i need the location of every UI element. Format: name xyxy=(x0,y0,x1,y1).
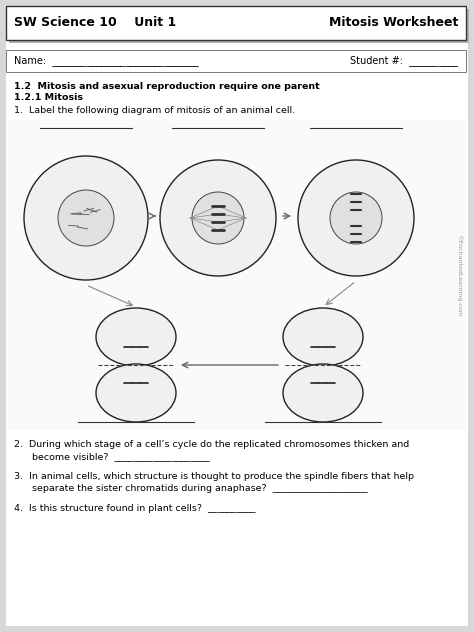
Ellipse shape xyxy=(58,190,114,246)
FancyBboxPatch shape xyxy=(9,9,469,43)
FancyBboxPatch shape xyxy=(6,6,466,40)
Ellipse shape xyxy=(96,308,176,366)
Text: 1.  Label the following diagram of mitosis of an animal cell.: 1. Label the following diagram of mitosi… xyxy=(14,106,295,115)
FancyBboxPatch shape xyxy=(6,6,468,626)
Text: Name:  ______________________________: Name: ______________________________ xyxy=(14,56,199,66)
FancyBboxPatch shape xyxy=(6,50,466,72)
Ellipse shape xyxy=(24,156,148,280)
Text: 2.  During which stage of a cell’s cycle do the replicated chromosomes thicken a: 2. During which stage of a cell’s cycle … xyxy=(14,440,409,449)
Ellipse shape xyxy=(298,160,414,276)
Ellipse shape xyxy=(283,364,363,422)
Text: separate the sister chromatids during anaphase?  ____________________: separate the sister chromatids during an… xyxy=(14,484,368,493)
Text: SW Science 10    Unit 1: SW Science 10 Unit 1 xyxy=(14,16,176,30)
Ellipse shape xyxy=(96,364,176,422)
Text: 4.  Is this structure found in plant cells?  __________: 4. Is this structure found in plant cell… xyxy=(14,504,255,513)
Text: Student #:  __________: Student #: __________ xyxy=(350,56,458,66)
Text: 1.2.1 Mitosis: 1.2.1 Mitosis xyxy=(14,93,83,102)
Text: ©EnchantedLearning.com: ©EnchantedLearning.com xyxy=(456,234,462,317)
Text: Mitosis Worksheet: Mitosis Worksheet xyxy=(328,16,458,30)
Ellipse shape xyxy=(330,192,382,244)
Text: 3.  In animal cells, which structure is thought to produce the spindle fibers th: 3. In animal cells, which structure is t… xyxy=(14,472,414,481)
FancyBboxPatch shape xyxy=(8,120,466,430)
Text: become visible?  ____________________: become visible? ____________________ xyxy=(14,452,210,461)
Ellipse shape xyxy=(160,160,276,276)
Ellipse shape xyxy=(283,308,363,366)
Text: 1.2  Mitosis and asexual reproduction require one parent: 1.2 Mitosis and asexual reproduction req… xyxy=(14,82,320,91)
Ellipse shape xyxy=(192,192,244,244)
